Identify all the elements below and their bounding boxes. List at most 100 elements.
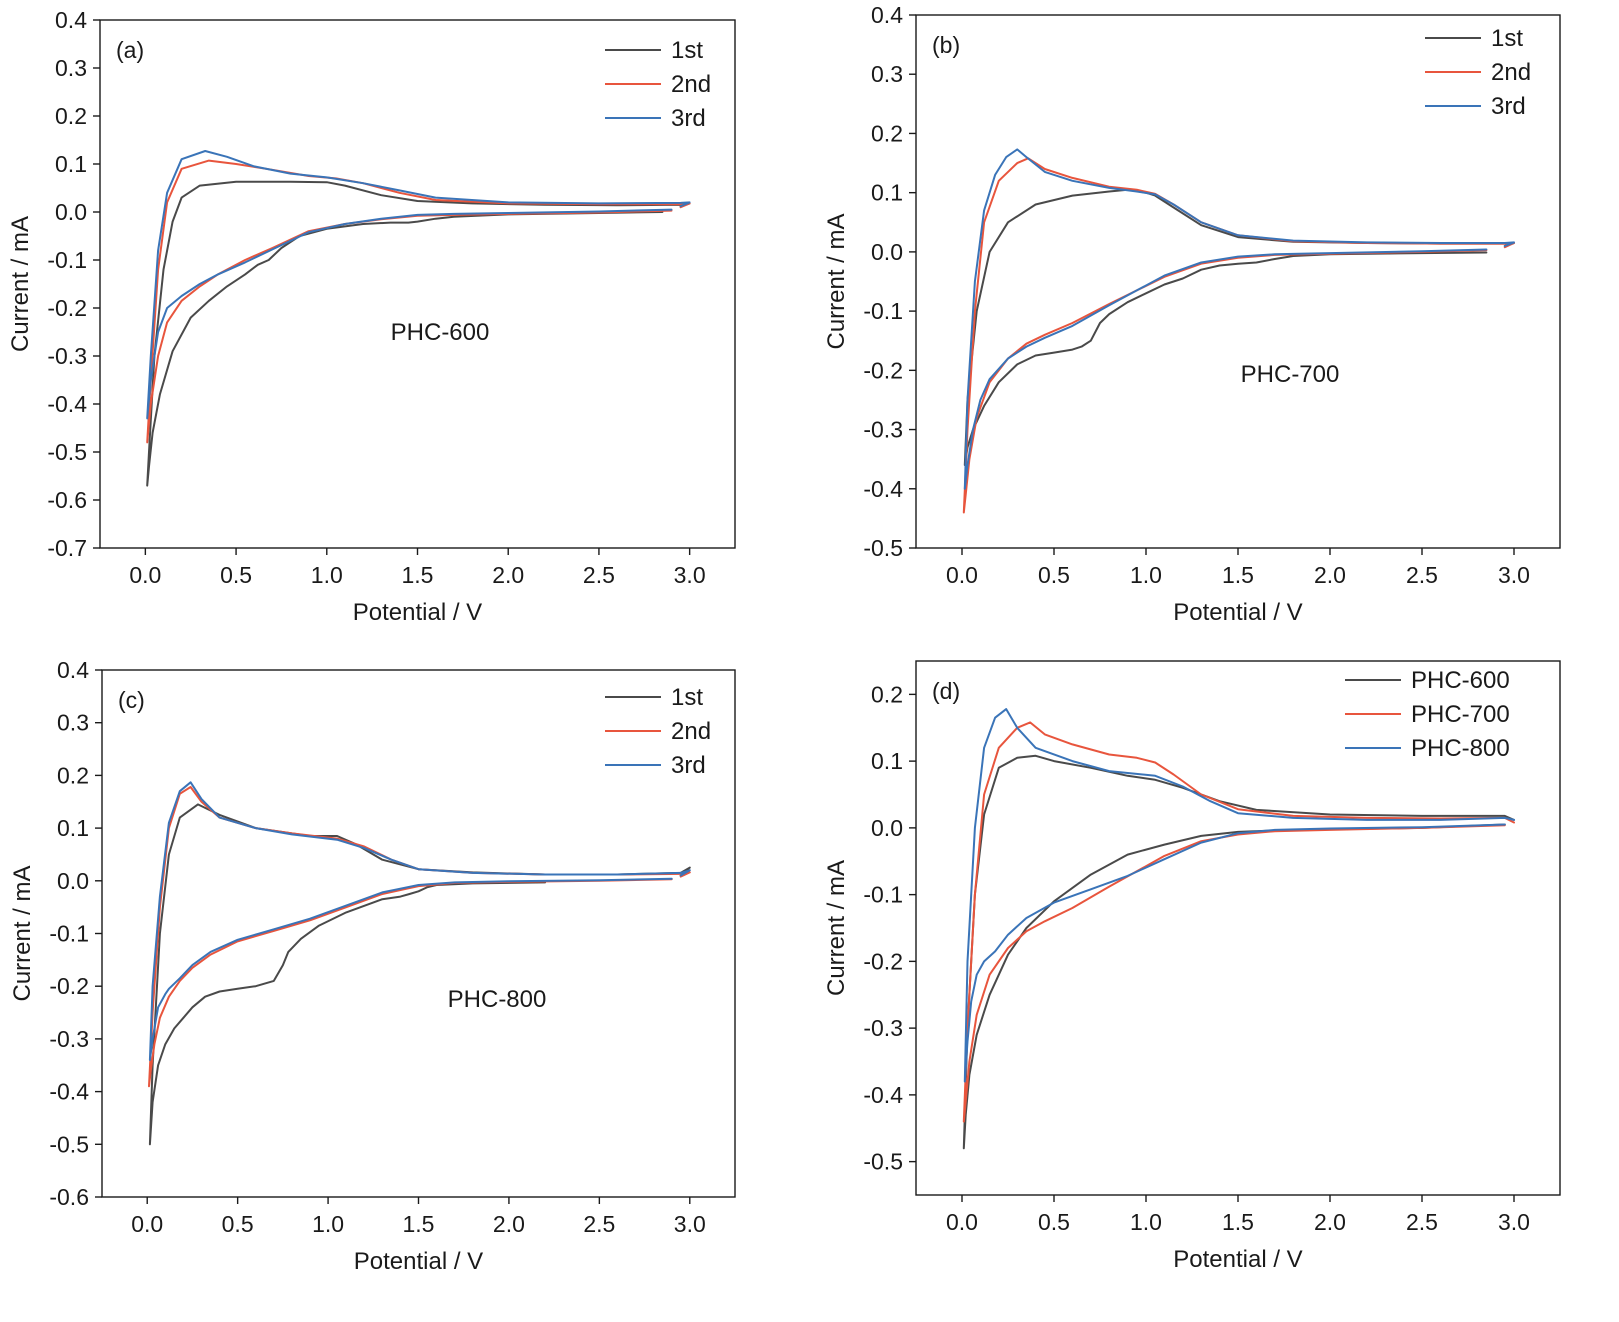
series-line-3rd [146, 150, 691, 420]
series-line-1st [148, 803, 691, 1146]
x-tick-label: 0.0 [946, 1209, 978, 1235]
y-tick-label: 0.3 [871, 61, 903, 87]
x-axis-label: Potential / V [354, 1248, 483, 1275]
y-tick-label: -0.2 [863, 948, 903, 974]
x-tick-label: 1.0 [1130, 562, 1162, 588]
legend: 1st 2nd 3rd [1425, 25, 1531, 120]
y-tick-label: 0.2 [871, 120, 903, 146]
x-tick-label: 2.0 [493, 1211, 525, 1237]
x-tick-label: 2.5 [583, 562, 615, 588]
x-tick-label: 2.5 [1406, 562, 1438, 588]
y-tick-label: 0.3 [55, 55, 87, 81]
x-tick-label: 0.0 [131, 1211, 163, 1237]
y-tick-label: 0.4 [55, 7, 87, 33]
x-tick-label: 0.5 [222, 1211, 254, 1237]
legend-entry: 2nd [671, 71, 711, 98]
series-line-2nd [962, 157, 1515, 514]
legend-entry: 3rd [671, 752, 706, 779]
y-axis-label: Current / mA [9, 865, 36, 1001]
y-tick-label: -0.1 [47, 247, 87, 273]
x-tick-label: 1.5 [402, 562, 434, 588]
y-tick-label: -0.4 [863, 476, 903, 502]
y-tick-label: -0.5 [863, 1149, 903, 1175]
panel-label: (d) [932, 678, 960, 704]
y-tick-label: -0.3 [863, 1015, 903, 1041]
y-tick-label: 0.0 [871, 815, 903, 841]
y-tick-label: -0.5 [47, 439, 87, 465]
x-axis-label: Potential / V [1173, 599, 1302, 626]
y-axis-label: Current / mA [823, 860, 850, 996]
x-axis-label: Potential / V [353, 599, 482, 626]
x-tick-label: 3.0 [674, 1211, 706, 1237]
panel-b: 0.0 0.5 1.0 1.5 2.0 2.5 3.0 0.4 0.3 0.2 0.1 0.0 -0.1… [823, 2, 1561, 626]
x-tick-label: 0.5 [1038, 1209, 1070, 1235]
legend-entry: PHC-700 [1411, 701, 1510, 728]
y-tick-label: -0.7 [47, 535, 87, 561]
legend-entry: 3rd [1491, 93, 1526, 120]
y-tick-label: -0.3 [863, 417, 903, 443]
panel-c: 0.0 0.5 1.0 1.5 2.0 2.5 3.0 0.4 0.3 0.2 0.1 0.0 -0.1… [9, 657, 736, 1275]
x-tick-label: 0.0 [946, 562, 978, 588]
plot-frame [915, 14, 1561, 549]
sample-annotation: PHC-700 [1241, 361, 1340, 388]
y-tick-label: -0.5 [863, 535, 903, 561]
x-tick-label: 1.0 [1130, 1209, 1162, 1235]
y-tick-label: 0.1 [55, 151, 87, 177]
y-tick-label: -0.3 [47, 343, 87, 369]
y-axis-label: Current / mA [823, 213, 850, 349]
y-tick-label: -0.3 [49, 1026, 89, 1052]
y-tick-label: -0.2 [863, 357, 903, 383]
y-tick-label: -0.1 [863, 882, 903, 908]
sample-annotation: PHC-800 [448, 986, 547, 1013]
y-axis-label: Current / mA [7, 216, 34, 352]
series-line-3rd [148, 781, 691, 1061]
legend-entry: PHC-600 [1411, 667, 1510, 694]
legend-entry: 2nd [1491, 59, 1531, 86]
y-tick-label: 0.1 [871, 748, 903, 774]
legend-entry: 3rd [671, 105, 706, 132]
legend: 1st 2nd 3rd [605, 684, 711, 779]
y-tick-label: -0.5 [49, 1131, 89, 1157]
y-tick-label: 0.1 [57, 815, 89, 841]
x-tick-label: 2.5 [583, 1211, 615, 1237]
y-tick-label: 0.2 [55, 103, 87, 129]
panel-label: (a) [116, 37, 144, 63]
x-tick-label: 2.0 [492, 562, 524, 588]
panel-d: 0.0 0.5 1.0 1.5 2.0 2.5 3.0 0.2 0.1 0.0 -0.1 -0.2 -0… [823, 660, 1561, 1273]
y-tick-label: -0.4 [49, 1079, 89, 1105]
plot-frame [99, 19, 736, 549]
y-tick-label: -0.1 [863, 298, 903, 324]
legend: 1st 2nd 3rd [605, 37, 711, 132]
x-tick-label: 3.0 [1498, 1209, 1530, 1235]
legend-entry: 1st [1491, 25, 1523, 52]
x-axis-label: Potential / V [1173, 1246, 1302, 1273]
plot-frame [101, 669, 736, 1198]
y-tick-label: -0.4 [47, 391, 87, 417]
series-line-1st [146, 180, 691, 487]
x-tick-label: 1.5 [1222, 562, 1254, 588]
legend-entry: 1st [671, 37, 703, 64]
x-tick-label: 2.5 [1406, 1209, 1438, 1235]
y-tick-label: -0.6 [47, 487, 87, 513]
series-line-phc-600 [962, 754, 1515, 1150]
series-line-1st [963, 188, 1515, 467]
legend: PHC-600 PHC-700 PHC-800 [1345, 667, 1510, 762]
series-line-2nd [148, 786, 691, 1088]
series-line-3rd [963, 148, 1515, 490]
x-tick-label: 3.0 [674, 562, 706, 588]
legend-entry: PHC-800 [1411, 735, 1510, 762]
y-tick-label: 0.2 [871, 681, 903, 707]
y-tick-label: 0.1 [871, 180, 903, 206]
x-tick-label: 2.0 [1314, 562, 1346, 588]
legend-entry: 2nd [671, 718, 711, 745]
y-tick-label: 0.0 [57, 868, 89, 894]
x-tick-label: 1.5 [1222, 1209, 1254, 1235]
x-tick-label: 1.0 [312, 1211, 344, 1237]
x-tick-label: 0.0 [129, 562, 161, 588]
sample-annotation: PHC-600 [391, 319, 490, 346]
x-tick-label: 2.0 [1314, 1209, 1346, 1235]
y-tick-label: -0.4 [863, 1082, 903, 1108]
y-tick-label: 0.0 [871, 239, 903, 265]
